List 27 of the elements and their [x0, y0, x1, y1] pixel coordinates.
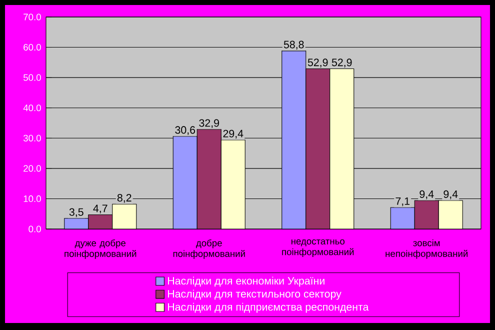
- data-label: 9,4: [420, 190, 434, 200]
- data-label: 9,4: [444, 190, 458, 200]
- data-label: 3,5: [69, 208, 84, 218]
- data-label: 52,9: [308, 58, 328, 68]
- data-label: 52,9: [332, 58, 352, 68]
- y-tick-label: 10.0: [24, 195, 41, 202]
- data-label: 30,6: [175, 126, 196, 135]
- y-tick-label: 50.0: [24, 74, 41, 81]
- data-label: 7,1: [396, 197, 410, 206]
- y-tick-label: 70.0: [24, 14, 41, 20]
- x-tick-label: зовсім непоінформований: [386, 239, 468, 259]
- legend-label: Наслідки для текстильного сектору: [168, 290, 342, 300]
- data-label: 32,9: [199, 119, 219, 128]
- x-tick-label: добре поінформований: [173, 239, 245, 259]
- data-label: 29,4: [223, 130, 244, 139]
- x-tick-label: дуже добре поінформований: [64, 239, 136, 259]
- y-tick-label: 40.0: [23, 104, 41, 112]
- legend-label: Наслідки для підприємства респондента: [168, 302, 369, 313]
- data-label: 4,7: [93, 204, 108, 214]
- data-label: 8,2: [117, 194, 132, 203]
- y-tick-label: 60.0: [24, 44, 41, 51]
- y-tick-label: 0.0: [28, 226, 41, 232]
- y-tick-label: 20.0: [24, 165, 41, 172]
- x-tick-label: недостатньо поінформований: [282, 239, 354, 258]
- y-tick-label: 30.0: [23, 134, 41, 142]
- legend-label: Наслідки для економіки України: [168, 276, 324, 287]
- data-label: 58,8: [284, 40, 304, 50]
